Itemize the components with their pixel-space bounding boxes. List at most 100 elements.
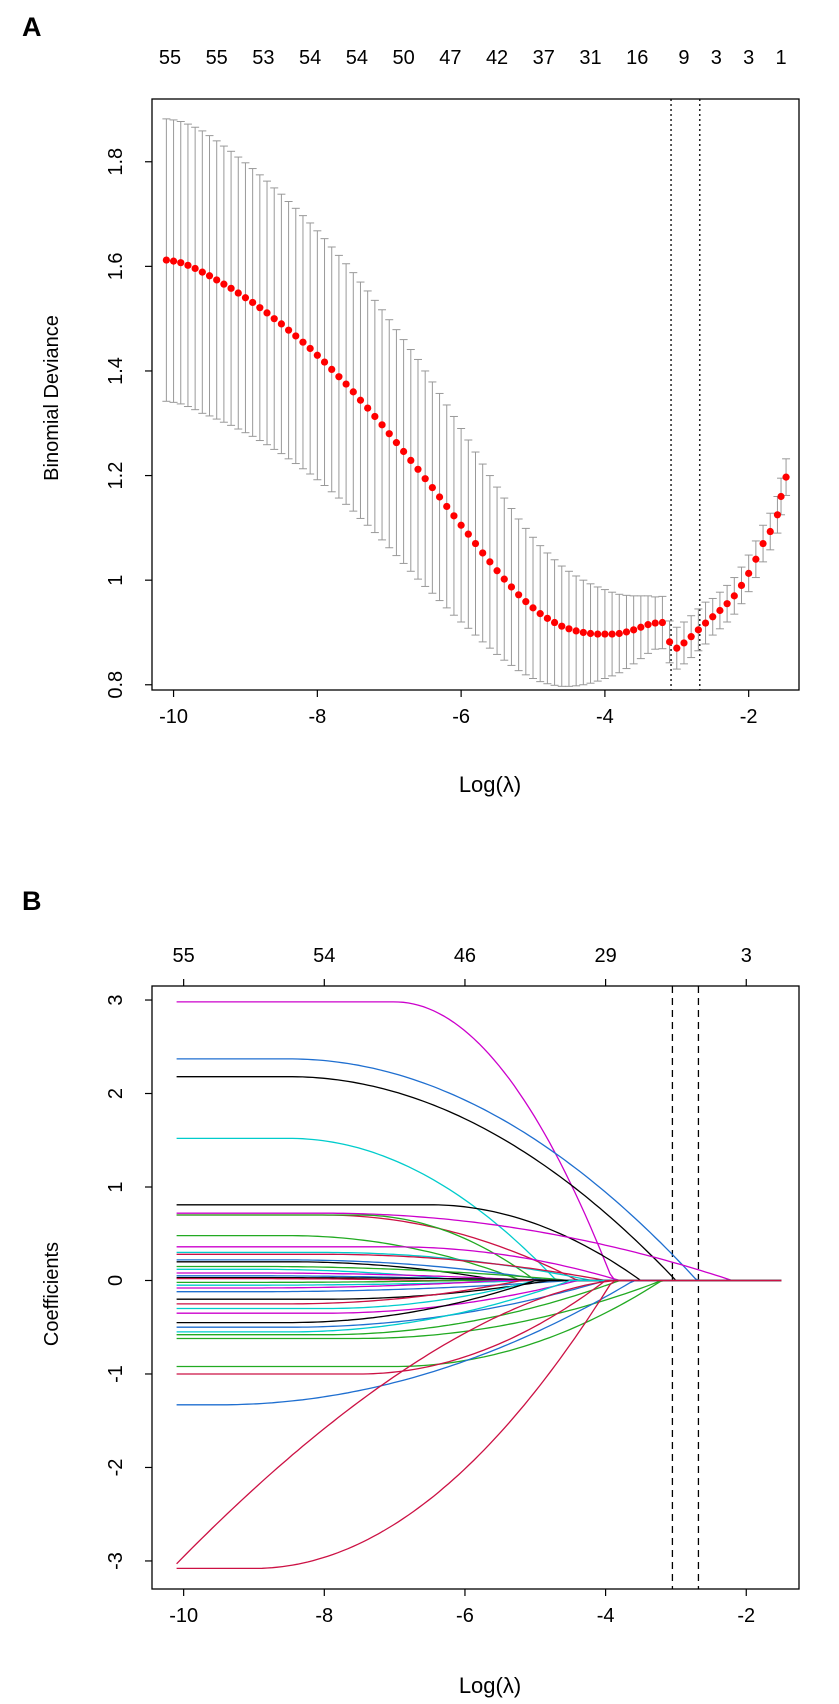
panel-a-point	[263, 309, 271, 317]
panel-a-point	[292, 332, 300, 340]
panel-a-point	[177, 259, 185, 267]
panel-a-y-tick-label: 1	[105, 575, 127, 586]
panel-a-point	[249, 298, 257, 307]
panel-b-label: B	[22, 886, 42, 916]
panel-a-x-tick-label: -10	[159, 706, 188, 728]
panel-b-coef-path-green-n0.62	[176, 1279, 782, 1340]
panel-a-y-tick-label: 1.4	[105, 357, 127, 385]
panel-a-point	[543, 614, 551, 622]
panel-a-top-count: 50	[392, 47, 414, 69]
panel-b-coef-path-magenta-n0.08	[176, 1279, 782, 1289]
panel-a-x-tick-label: -2	[740, 706, 758, 728]
panel-b-coef-path-magenta-0.72	[176, 1212, 782, 1282]
panel-b-top-count: 54	[313, 945, 335, 967]
panel-a-point	[400, 447, 408, 456]
panel-a-top-count: 47	[439, 47, 461, 69]
panel-a-point	[227, 284, 235, 292]
panel-a-point	[241, 294, 250, 302]
panel-a-point	[320, 358, 329, 366]
panel-a-point	[435, 493, 444, 501]
panel-a-top-count: 3	[711, 47, 722, 69]
panel-a-point	[666, 638, 674, 646]
panel-a-plot-frame	[151, 98, 800, 691]
panel-a-point	[630, 626, 638, 634]
panel-a-point	[421, 475, 429, 483]
panel-a-point	[328, 365, 336, 373]
panel-a-point	[745, 569, 753, 577]
panel-a-point	[730, 592, 738, 600]
panel-b-x-tick-label: -2	[737, 1605, 755, 1627]
panel-b-y-tick-label: 2	[105, 1088, 127, 1099]
panel-a-point	[277, 320, 285, 328]
panel-a-point	[270, 315, 278, 323]
panel-b-ylabel: Coefficients	[41, 1242, 63, 1346]
panel-a-point	[572, 627, 580, 635]
panel-a-point	[709, 613, 717, 621]
panel-a-point	[594, 630, 602, 638]
panel-a-point	[737, 581, 746, 589]
panel-a-point	[782, 473, 790, 481]
panel-b-x-tick-label: -6	[456, 1605, 474, 1627]
panel-a-point	[364, 404, 372, 412]
panel-a-point	[234, 289, 242, 297]
panel-a-point	[651, 619, 659, 627]
panel-a-point	[687, 633, 695, 641]
panel-b-top-count: 29	[594, 945, 616, 967]
panel-a-top-count: 55	[159, 47, 181, 69]
panel-a-point	[471, 539, 480, 548]
panel-a-point	[716, 606, 724, 615]
panel-a-point	[579, 628, 587, 637]
panel-a-point	[500, 575, 508, 583]
panel-a-point	[256, 304, 264, 312]
panel-a-point	[457, 521, 465, 529]
panel-b-xlabel: Log(λ)	[459, 1673, 521, 1698]
panel-a-point	[306, 344, 314, 353]
panel-a-point	[392, 439, 401, 447]
panel-a-point	[694, 626, 702, 634]
panel-a-point	[479, 549, 487, 557]
panel-a-point	[680, 639, 688, 647]
panel-b-top-count: 46	[454, 945, 476, 967]
panel-b-coef-path-blue-top	[176, 1058, 782, 1282]
panel-a-y-tick-label: 1.2	[105, 462, 127, 490]
panel-a-point	[752, 555, 760, 563]
panel-a-point	[723, 600, 731, 608]
panel-a-top-count: 9	[678, 47, 689, 69]
panel-a-point	[450, 512, 458, 520]
panel-a-top-count: 3	[743, 47, 754, 69]
panel-a-deviance-plot: A Log(λ) Binomial Deviance -10 -8 -6 -4 -2 0.…	[22, 12, 800, 797]
panel-a-point	[701, 619, 710, 627]
panel-a-xlabel: Log(λ)	[459, 772, 521, 797]
panel-b-y-tick-label: 0	[105, 1275, 127, 1286]
panel-a-y-tick-label: 0.8	[105, 671, 127, 699]
panel-a-top-count: 53	[252, 47, 274, 69]
panel-b-x-tick-label: -10	[169, 1605, 198, 1627]
panel-b-x-tick-label: -4	[597, 1605, 615, 1627]
panel-a-point	[673, 644, 681, 652]
panel-a-y-tick-label: 1.6	[105, 252, 127, 280]
panel-a-point	[220, 280, 228, 288]
panel-a-label: A	[22, 12, 42, 42]
panel-a-point	[615, 629, 623, 638]
panel-b-coef-path-crimson-n3.08	[176, 1279, 782, 1570]
panel-a-top-count: 37	[533, 47, 555, 69]
panel-a-point	[493, 567, 501, 575]
panel-a-y-tick-label: 1.8	[105, 148, 127, 176]
panel-a-point	[550, 618, 559, 627]
panel-a-point	[759, 539, 767, 548]
panel-a-point	[773, 511, 782, 519]
panel-a-point	[529, 604, 537, 612]
panel-a-point	[558, 622, 566, 630]
panel-a-top-count: 16	[626, 47, 648, 69]
panel-b-coefficient-paths: B Log(λ) Coefficients -10 -8 -6 -4 -2-3-2-10…	[22, 886, 800, 1698]
panel-a-point	[766, 527, 774, 536]
panel-a-point	[565, 625, 573, 633]
panel-b-plot-frame	[151, 985, 800, 1590]
panel-a-point	[205, 272, 214, 280]
panel-a-point	[198, 268, 206, 276]
panel-a-point	[213, 276, 221, 284]
panel-b-coef-path-magenta-top	[176, 1001, 782, 1282]
panel-a-top-count: 54	[346, 47, 368, 69]
panel-a-point	[515, 591, 523, 599]
